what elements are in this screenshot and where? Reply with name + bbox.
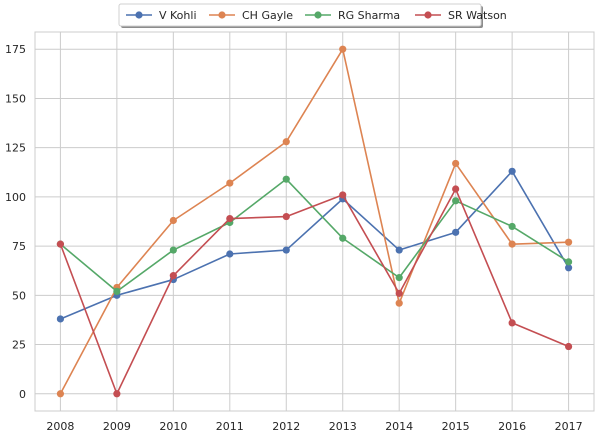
data-point-ch-gayle-2015	[452, 159, 460, 168]
data-point-sr-watson-2012	[282, 212, 290, 221]
legend-box	[118, 3, 482, 27]
data-point-v-kohli-2008	[56, 315, 65, 323]
data-point-sr-watson-2015	[452, 185, 460, 193]
plot-frame	[34, 31, 595, 412]
data-point-rg-sharma-2016	[508, 222, 516, 231]
data-point-rg-sharma-2014	[395, 274, 403, 282]
data-point-v-kohli-2016	[508, 167, 516, 175]
y-tick-label-75: 75	[12, 240, 26, 253]
data-point-sr-watson-2013	[339, 191, 347, 199]
legend: V Kohli CH Gayle RG Sharma SR Watson	[118, 3, 507, 28]
data-point-v-kohli-2011	[226, 250, 234, 258]
legend-item-ch-gayle: CH Gayle	[209, 9, 293, 22]
series-line-ch-gayle	[59, 48, 569, 395]
data-point-ch-gayle-2017	[564, 238, 573, 246]
x-tick-label-2012: 2012	[272, 420, 300, 433]
legend-marker-rg-sharma	[314, 11, 322, 19]
x-tick-label-2016: 2016	[498, 420, 526, 433]
legend-item-sr-watson: SR Watson	[415, 9, 507, 22]
legend-label-sr-watson: SR Watson	[448, 9, 507, 22]
legend-marker-sr-watson	[424, 11, 432, 19]
x-axis-tick-labels: 2008 2009 2010 2011 2012 2013 2014 2015 2016 2017	[46, 420, 582, 433]
series-line-sr-watson	[59, 188, 569, 395]
y-tick-label-175: 175	[5, 43, 26, 56]
data-point-sr-watson-2011	[226, 214, 234, 223]
series-line-rg-sharma	[59, 178, 570, 293]
series-sr-watson	[56, 185, 573, 398]
x-tick-label-2015: 2015	[442, 420, 470, 433]
y-tick-label-100: 100	[5, 191, 26, 204]
data-point-v-kohli-2014	[395, 246, 403, 254]
x-tick-label-2009: 2009	[103, 420, 131, 433]
data-point-rg-sharma-2010	[169, 246, 177, 254]
data-point-ch-gayle-2011	[226, 179, 234, 187]
data-point-ch-gayle-2016	[508, 240, 516, 248]
y-tick-label-125: 125	[5, 142, 26, 155]
y-tick-label-0: 0	[19, 388, 26, 401]
x-tick-label-2014: 2014	[385, 420, 413, 433]
data-point-ch-gayle-2008	[56, 390, 65, 398]
x-tick-label-2013: 2013	[329, 420, 357, 433]
data-point-ch-gayle-2014	[395, 299, 403, 307]
legend-item-rg-sharma: RG Sharma	[305, 9, 400, 22]
x-tick-label-2011: 2011	[216, 420, 244, 433]
y-tick-label-50: 50	[12, 289, 26, 302]
x-tick-label-2008: 2008	[46, 420, 74, 433]
legend-label-v-kohli: V Kohli	[159, 9, 197, 22]
data-point-sr-watson-2014	[395, 289, 403, 297]
y-tick-label-25: 25	[12, 339, 26, 352]
data-point-rg-sharma-2012	[282, 175, 290, 183]
legend-marker-v-kohli	[135, 11, 143, 19]
data-point-ch-gayle-2012	[282, 138, 290, 146]
data-point-sr-watson-2016	[508, 319, 516, 327]
series-line-v-kohli	[60, 170, 570, 320]
y-tick-label-150: 150	[5, 92, 26, 105]
data-point-rg-sharma-2015	[452, 197, 460, 205]
data-point-sr-watson-2017	[564, 342, 573, 351]
y-axis-tick-labels: 0 25 50 75 100 125 150 175	[5, 43, 26, 401]
data-point-rg-sharma-2009	[113, 287, 121, 295]
data-point-v-kohli-2012	[282, 246, 290, 254]
data-point-v-kohli-2015	[452, 228, 460, 236]
legend-marker-ch-gayle	[218, 11, 226, 19]
data-point-sr-watson-2009	[113, 390, 121, 398]
data-point-ch-gayle-2010	[169, 216, 177, 225]
series-group	[56, 45, 573, 398]
data-point-ch-gayle-2013	[339, 45, 347, 53]
data-point-rg-sharma-2013	[339, 234, 347, 242]
x-tick-label-2010: 2010	[159, 420, 187, 433]
data-point-sr-watson-2008	[56, 240, 65, 248]
legend-item-v-kohli: V Kohli	[126, 9, 197, 22]
data-point-rg-sharma-2017	[564, 258, 573, 266]
data-point-v-kohli-2017	[564, 264, 573, 272]
data-point-sr-watson-2010	[169, 272, 177, 280]
legend-label-rg-sharma: RG Sharma	[338, 9, 400, 22]
legend-label-ch-gayle: CH Gayle	[242, 9, 293, 22]
x-tick-label-2017: 2017	[555, 420, 583, 433]
